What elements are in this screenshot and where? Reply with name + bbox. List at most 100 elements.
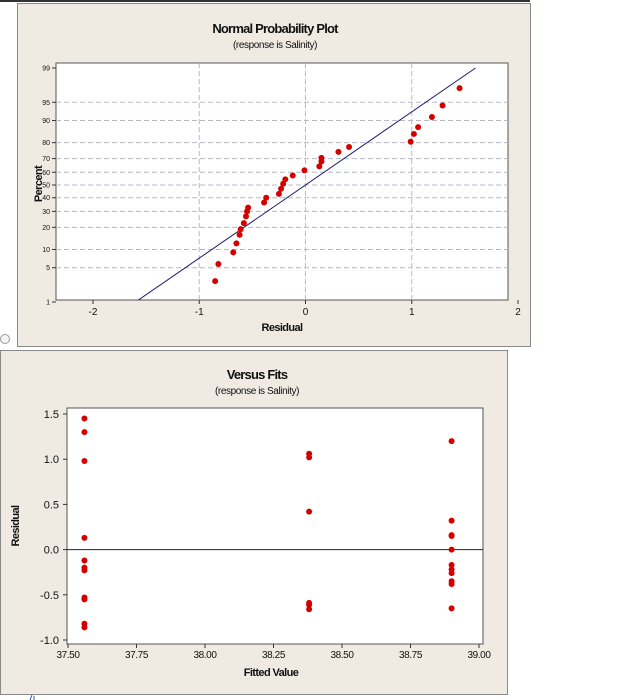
y-tick-label: 90 [42,118,50,125]
chart-title: Versus Fits [227,367,288,382]
y-axis-label: Residual [10,505,22,547]
y-tick-label: 20 [42,225,50,232]
axes: -2 -1 0 1 2 1 5 10 20 30 40 50 60 70 80 90 95 99 [42,66,521,319]
grid-lines [56,63,508,300]
data-point [245,204,252,211]
data-point [212,278,219,285]
data-point [448,580,455,587]
x-tick-label: 1 [409,307,415,318]
chart-subtitle: (response is Salinity) [233,40,317,51]
data-point [81,429,88,436]
normal-probability-plot: Normal Probability Plot (response is Sal… [33,21,521,334]
x-tick-label: 2 [515,307,521,318]
data-point [81,567,88,574]
data-point [306,508,313,515]
y-tick-label: 1.5 [44,409,59,421]
x-tick-label: -2 [89,307,98,318]
chart-title: Normal Probability Plot [212,21,339,36]
y-tick-label: 10 [42,247,50,254]
data-point [278,185,285,192]
x-axis-label: Fitted Value [244,667,299,679]
data-point [81,557,88,564]
data-point [335,148,342,155]
y-tick-label: 50 [42,183,50,190]
data-point [306,601,313,608]
top-border-line [0,0,530,2]
data-point [448,570,455,577]
versus-fits-plot-panel: Versus Fits (response is Salinity) 37.50… [0,350,508,695]
x-tick-label: -1 [195,307,204,318]
data-point [448,605,455,612]
y-tick-label: 0.0 [44,545,59,557]
data-point [316,163,323,170]
y-tick-label: 99 [42,66,50,73]
fit-line [137,67,476,300]
data-point [243,213,249,220]
data-point [410,130,417,137]
y-tick-label: 80 [42,140,50,147]
x-tick-label: 0 [303,307,309,318]
data-point [261,199,268,206]
data-point [282,176,289,183]
data-point [81,596,88,603]
x-tick-label: 39.00 [467,650,491,661]
data-point [415,124,422,131]
data-point [448,561,455,568]
data-point [236,231,243,238]
data-point [81,534,88,541]
plot-area [66,407,484,645]
y-axis-label: Percent [33,165,45,202]
radio-button[interactable] [0,334,10,344]
data-point [306,606,313,613]
x-tick-label: 38.75 [399,650,423,661]
x-tick-label: 38.00 [193,650,217,661]
normal-probability-plot-panel: Normal Probability Plot (response is Sal… [17,3,531,347]
y-tick-label: -1.0 [40,635,59,647]
data-point [456,85,463,92]
x-tick-label: 38.50 [330,650,354,661]
y-tick-label: 95 [42,100,50,107]
y-tick-label: 0.5 [44,499,59,511]
y-tick-label: 70 [42,156,50,163]
data-point [448,517,455,524]
axes: 37.50 37.75 38.00 38.25 38.50 38.75 39.00 -1.0 -… [40,409,492,661]
data-point [275,190,282,197]
y-tick-label: 40 [42,195,50,202]
data-point [230,249,237,256]
data-point [81,624,88,631]
x-tick-label: 38.25 [262,650,286,661]
y-tick-label: 1.0 [44,454,59,466]
y-tick-label: 30 [42,209,50,216]
points-group [81,415,455,631]
data-point [407,138,414,145]
data-point [428,113,435,120]
data-point [318,154,325,161]
data-point [448,438,455,445]
data-point [215,261,222,268]
y-tick-label: 5 [46,265,50,272]
data-point [263,194,270,201]
points-group [212,85,463,285]
x-axis-label: Residual [261,322,303,334]
data-point [306,454,313,461]
data-point [237,226,244,233]
link-fragment-mark [29,694,35,700]
data-point [233,240,240,247]
versus-fits-plot: Versus Fits (response is Salinity) 37.50… [10,367,492,679]
y-tick-label: 60 [42,170,50,177]
data-point [346,144,353,151]
data-point [301,167,308,174]
fit-line-group [137,67,476,300]
data-point [81,458,88,465]
data-point [439,102,446,109]
data-point [240,220,247,227]
data-point [448,546,455,553]
data-point [448,533,455,540]
data-point [81,415,88,422]
y-tick-label: 1 [46,300,50,307]
y-tick-label: -0.5 [40,590,59,602]
data-point [289,172,296,179]
x-tick-label: 37.50 [56,650,80,661]
chart-subtitle: (response is Salinity) [215,386,299,397]
x-tick-label: 37.75 [125,650,149,661]
